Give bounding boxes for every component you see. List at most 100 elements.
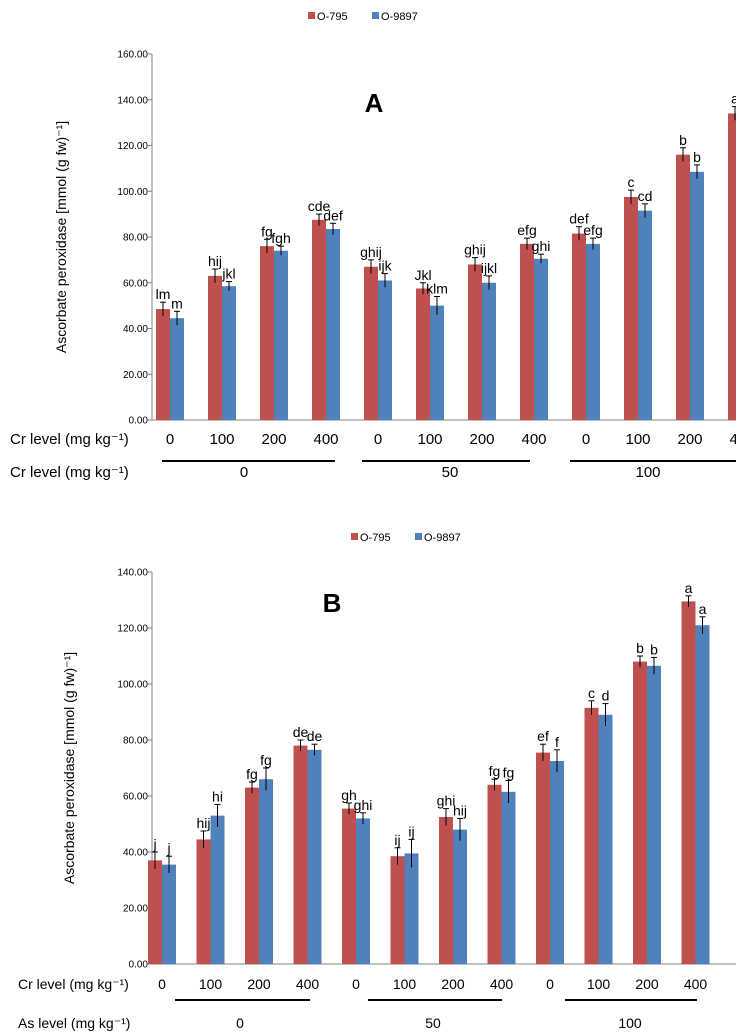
significance-letter: ghij: [464, 242, 486, 258]
x-tick-label: 100: [209, 431, 234, 448]
x-tick-label: 200: [261, 431, 286, 448]
bar-o795: [208, 275, 222, 420]
x-tick-label: 0: [352, 976, 360, 992]
bar-o795: [487, 784, 502, 964]
y-tick-label: 60.00: [123, 278, 148, 289]
bar-o795: [416, 288, 430, 420]
significance-letter: a: [699, 601, 707, 617]
group-label: 100: [618, 1015, 642, 1031]
row1-label: Cr level (mg kg⁻¹): [18, 976, 129, 992]
bar-o9897: [210, 815, 225, 964]
bar-o9897: [482, 282, 496, 420]
y-tick-label: 160.00: [117, 50, 148, 61]
significance-letter: a: [731, 91, 736, 107]
y-tick-label: 80.00: [123, 233, 148, 244]
significance-letter: ghij: [360, 244, 382, 260]
significance-letter: fg: [261, 223, 273, 239]
group-label: 50: [442, 464, 459, 481]
bar-o9897: [274, 250, 288, 420]
legend-label-o795: O-795: [317, 11, 348, 23]
panel-title: B: [323, 588, 342, 618]
significance-letter: efg: [517, 222, 536, 238]
significance-letter: Jkl: [414, 267, 431, 283]
significance-letter: hij: [453, 802, 467, 818]
bar-o795: [572, 233, 586, 420]
significance-letter: fg: [489, 763, 501, 779]
bar-o795: [676, 154, 690, 420]
legend-swatch-o9897: [372, 12, 379, 19]
y-tick-label: 0.00: [129, 416, 149, 427]
legend-swatch-o9897: [415, 533, 422, 540]
significance-letter: c: [588, 685, 595, 701]
bar-o9897: [378, 280, 392, 420]
significance-letter: j: [166, 840, 170, 856]
significance-letter: de: [293, 724, 309, 740]
x-tick-label: 0: [582, 431, 590, 448]
bar-o9897: [550, 761, 564, 964]
x-tick-label: 100: [417, 431, 442, 448]
bar-o795: [390, 856, 405, 964]
x-tick-label: 400: [313, 431, 338, 448]
significance-letter: f: [555, 734, 559, 750]
significance-letter: ghi: [437, 793, 456, 809]
row2-label: As level (mg kg⁻¹): [18, 1015, 130, 1031]
legend-label-o795: O-795: [360, 532, 391, 544]
significance-letter: b: [650, 641, 658, 657]
y-tick-label: 100.00: [117, 680, 148, 691]
significance-letter: ef: [537, 728, 549, 744]
bar-o795: [624, 196, 638, 420]
bar-o9897: [170, 318, 184, 420]
significance-letter: ghi: [532, 238, 551, 254]
x-tick-label: 200: [635, 976, 659, 992]
significance-letter: b: [679, 132, 687, 148]
x-tick-label: 400: [521, 431, 546, 448]
group-label: 0: [240, 464, 248, 481]
legend-swatch-o795: [308, 12, 315, 19]
x-tick-label: 200: [247, 976, 271, 992]
bar-o795: [681, 601, 696, 964]
significance-letter: ij: [408, 823, 414, 839]
bar-o9897: [695, 625, 710, 964]
bar-o9897: [326, 228, 340, 420]
bar-o9897: [404, 853, 419, 964]
x-tick-label: 200: [469, 431, 494, 448]
significance-letter: lm: [156, 286, 171, 302]
bar-o9897: [501, 791, 516, 964]
chart-b: 0.00 20.00 40.00 60.00 80.00 100.00 120.00 140.…: [18, 532, 736, 1031]
y-tick-label: 80.00: [123, 736, 148, 747]
significance-letter: fg: [260, 752, 272, 768]
y-axis-label: Ascorbate peroxidase [mmol (g fw)⁻¹]: [61, 652, 77, 884]
group-label: 0: [236, 1015, 244, 1031]
significance-letter: hij: [196, 815, 210, 831]
significance-letter: efg: [583, 222, 602, 238]
bar-o795: [148, 860, 162, 964]
significance-letter: d: [602, 688, 610, 704]
bar-o795: [293, 745, 308, 964]
y-tick-label: 40.00: [123, 848, 148, 859]
bar-o9897: [690, 171, 704, 420]
x-tick-label: 200: [677, 431, 702, 448]
bar-o795: [520, 243, 534, 420]
significance-letter: c: [628, 174, 635, 190]
significance-letter: a: [685, 580, 693, 596]
legend-label-o9897: O-9897: [424, 532, 461, 544]
row1-label: Cr level (mg kg⁻¹): [10, 431, 129, 448]
x-tick-label: 100: [199, 976, 223, 992]
group-label: 100: [635, 464, 660, 481]
bar-o795: [245, 787, 259, 964]
row2-label: Cr level (mg kg⁻¹): [10, 464, 129, 481]
bar-o795: [156, 309, 170, 420]
x-tick-label: 100: [587, 976, 611, 992]
bar-o9897: [638, 210, 652, 420]
y-tick-label: 60.00: [123, 792, 148, 803]
bar-o795: [364, 266, 378, 420]
significance-letter: ijk: [378, 258, 392, 274]
bar-o9897: [453, 829, 467, 964]
significance-letter: j: [152, 836, 156, 852]
y-tick-label: 0.00: [129, 960, 149, 971]
significance-letter: de: [307, 728, 323, 744]
significance-letter: klm: [426, 280, 448, 296]
significance-letter: hi: [212, 788, 223, 804]
x-tick-label: 0: [158, 976, 166, 992]
significance-letter: cde: [308, 198, 331, 214]
